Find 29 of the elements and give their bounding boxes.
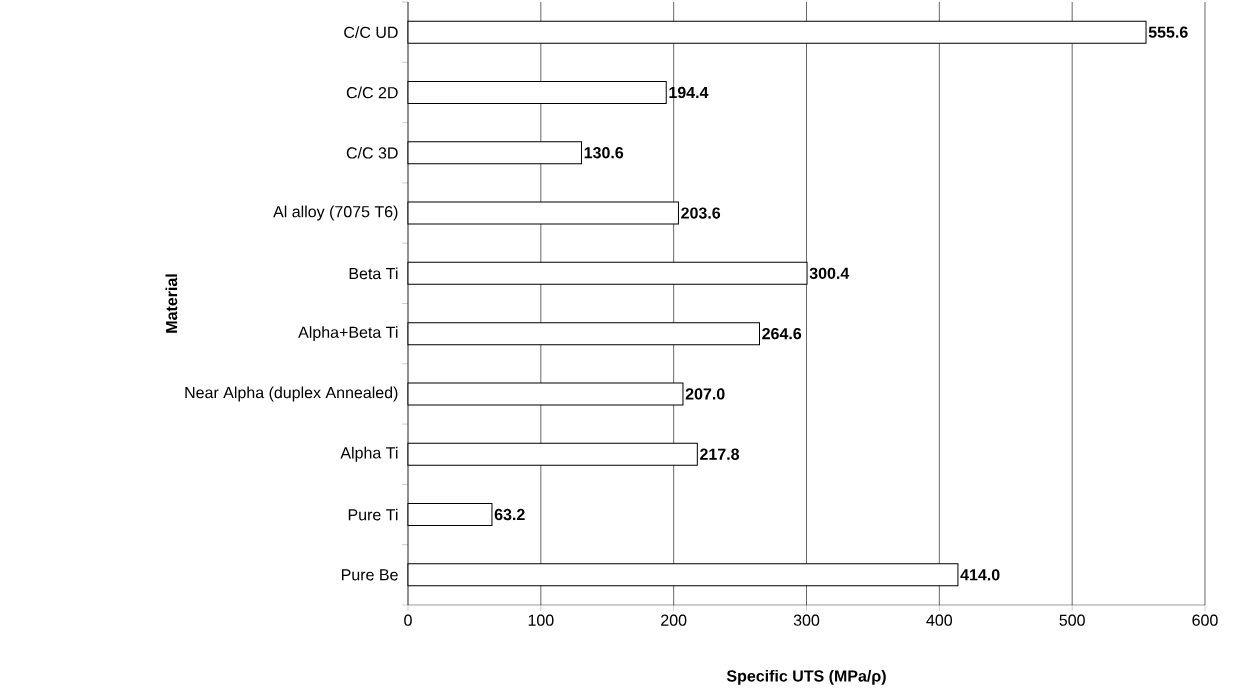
x-axis-title: Specific UTS (MPa/ρ): [726, 669, 886, 685]
x-tick-label: 600: [1192, 614, 1218, 626]
y-tick-label: Alpha Ti: [340, 446, 398, 462]
y-tick-label: Beta Ti: [349, 267, 398, 280]
data-label: 555.6: [1148, 26, 1188, 38]
data-label: 414.0: [960, 569, 1000, 581]
x-tick-label: 300: [793, 614, 820, 626]
x-tick-label: 500: [1059, 614, 1085, 626]
data-label: 217.8: [700, 448, 740, 460]
y-tick-label: Alpha+Beta Ti: [298, 326, 398, 342]
data-label: 194.4: [669, 86, 709, 99]
data-label: 207.0: [685, 388, 725, 400]
data-label: 264.6: [762, 327, 802, 340]
x-tick-label: 200: [661, 614, 687, 626]
y-tick-label: Pure Ti: [348, 508, 398, 521]
data-label: 63.2: [494, 508, 525, 521]
y-axis-title: Material: [165, 274, 178, 333]
x-tick-label: 0: [404, 614, 412, 626]
y-tick-label: Al alloy (7075 T6): [273, 205, 398, 221]
y-tick-label: Pure Be: [341, 569, 398, 581]
x-tick-label: 400: [926, 614, 953, 626]
data-label: 300.4: [809, 267, 850, 280]
y-tick-label: C/C UD: [344, 26, 398, 39]
data-label: 130.6: [584, 147, 624, 159]
y-tick-label: Near Alpha (duplex Annealed): [185, 386, 398, 402]
data-label: 203.6: [681, 207, 721, 219]
y-tick-label: C/C 3D: [346, 146, 398, 159]
x-tick-label: 100: [528, 614, 554, 626]
y-tick-label: C/C 2D: [346, 86, 398, 99]
